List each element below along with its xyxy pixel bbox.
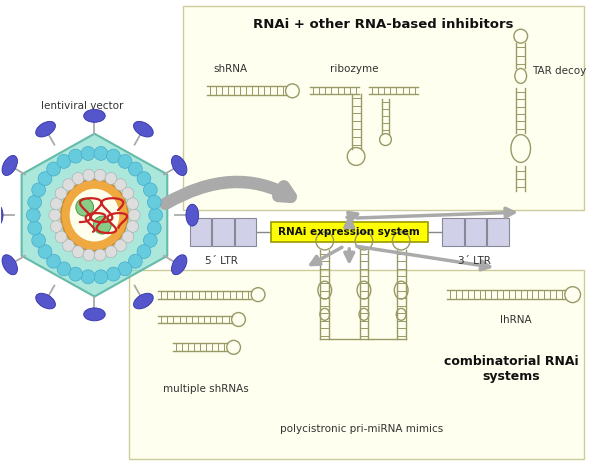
- Circle shape: [76, 198, 94, 216]
- Circle shape: [72, 246, 84, 258]
- Circle shape: [32, 234, 46, 247]
- Circle shape: [47, 162, 61, 176]
- Circle shape: [94, 216, 111, 234]
- Text: 3´ LTR: 3´ LTR: [458, 256, 491, 266]
- Circle shape: [69, 149, 82, 163]
- Circle shape: [55, 187, 67, 199]
- Circle shape: [38, 245, 52, 258]
- Bar: [182, 7, 584, 210]
- Ellipse shape: [83, 308, 105, 321]
- Circle shape: [115, 240, 127, 251]
- Circle shape: [50, 198, 62, 210]
- Circle shape: [107, 267, 120, 281]
- Text: RNAi + other RNA-based inhibitors: RNAi + other RNA-based inhibitors: [253, 18, 514, 31]
- Circle shape: [148, 195, 161, 209]
- Ellipse shape: [172, 255, 187, 275]
- Bar: [271, 222, 428, 242]
- Ellipse shape: [134, 293, 153, 309]
- Circle shape: [143, 234, 157, 247]
- Circle shape: [83, 169, 95, 181]
- Ellipse shape: [83, 109, 105, 122]
- Ellipse shape: [172, 156, 187, 175]
- Circle shape: [72, 173, 84, 184]
- Circle shape: [28, 221, 41, 235]
- Circle shape: [127, 198, 139, 210]
- Circle shape: [94, 270, 108, 284]
- Ellipse shape: [35, 121, 55, 137]
- Text: polycistronic pri-miRNA mimics: polycistronic pri-miRNA mimics: [280, 424, 443, 434]
- Ellipse shape: [2, 156, 17, 175]
- Circle shape: [57, 262, 71, 276]
- Bar: [442, 218, 464, 246]
- Ellipse shape: [35, 293, 55, 309]
- Circle shape: [128, 254, 142, 268]
- Circle shape: [143, 183, 157, 197]
- Circle shape: [149, 208, 163, 222]
- Text: ribozyme: ribozyme: [330, 64, 379, 74]
- Circle shape: [81, 270, 95, 284]
- Circle shape: [83, 249, 95, 261]
- Circle shape: [69, 267, 82, 281]
- Circle shape: [55, 231, 67, 243]
- Circle shape: [26, 208, 40, 222]
- Circle shape: [137, 172, 151, 186]
- Circle shape: [148, 221, 161, 235]
- Circle shape: [49, 209, 61, 221]
- Circle shape: [94, 249, 106, 261]
- Circle shape: [28, 195, 41, 209]
- Circle shape: [128, 209, 140, 221]
- Circle shape: [107, 149, 120, 163]
- Ellipse shape: [134, 121, 153, 137]
- Circle shape: [81, 146, 95, 160]
- Circle shape: [127, 220, 139, 233]
- Bar: [212, 218, 233, 246]
- Ellipse shape: [61, 180, 128, 251]
- Ellipse shape: [70, 189, 119, 242]
- Bar: [190, 218, 211, 246]
- Circle shape: [118, 262, 132, 276]
- Text: 5´ LTR: 5´ LTR: [205, 256, 238, 266]
- Circle shape: [50, 220, 62, 233]
- Bar: [235, 218, 256, 246]
- Bar: [129, 270, 584, 459]
- Text: lhRNA: lhRNA: [500, 315, 532, 325]
- Text: lentiviral vector: lentiviral vector: [41, 101, 123, 111]
- Circle shape: [105, 173, 117, 184]
- Ellipse shape: [0, 204, 3, 226]
- Bar: [465, 218, 487, 246]
- Ellipse shape: [2, 255, 17, 275]
- Circle shape: [57, 154, 71, 168]
- Circle shape: [105, 246, 117, 258]
- Text: RNAi expression system: RNAi expression system: [278, 227, 420, 237]
- Text: combinatorial RNAi
systems: combinatorial RNAi systems: [443, 355, 578, 383]
- Circle shape: [47, 254, 61, 268]
- Circle shape: [115, 179, 127, 190]
- Bar: [487, 218, 509, 246]
- Circle shape: [122, 187, 134, 199]
- Circle shape: [118, 154, 132, 168]
- Circle shape: [32, 183, 46, 197]
- Text: TAR decoy: TAR decoy: [532, 66, 587, 76]
- Ellipse shape: [186, 204, 199, 226]
- Circle shape: [62, 179, 74, 190]
- Circle shape: [128, 162, 142, 176]
- Circle shape: [62, 240, 74, 251]
- Circle shape: [137, 245, 151, 258]
- Circle shape: [94, 146, 108, 160]
- Circle shape: [122, 231, 134, 243]
- Circle shape: [94, 169, 106, 181]
- Circle shape: [38, 172, 52, 186]
- Text: shRNA: shRNA: [214, 64, 248, 74]
- Polygon shape: [22, 134, 167, 296]
- Text: multiple shRNAs: multiple shRNAs: [163, 384, 249, 394]
